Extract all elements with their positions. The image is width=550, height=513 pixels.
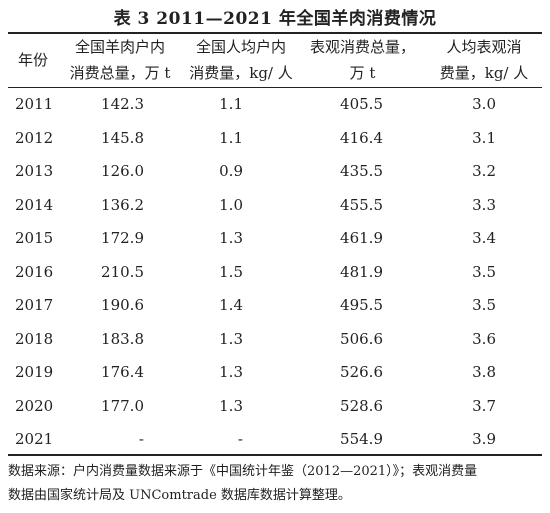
cell-household-total: 136.2	[101, 195, 144, 214]
cell-household-per-capita: -	[237, 430, 243, 448]
cell-apparent-per-capita: 3.7	[472, 396, 496, 415]
header-household-total-line-1: 全国羊肉户内	[74, 38, 165, 56]
table-top-rule	[8, 32, 542, 34]
table-row: 2014 136.2 1.0 455.5 3.3	[8, 189, 542, 223]
cell-apparent-per-capita: 3.1	[472, 128, 496, 147]
cell-apparent-total: 435.5	[340, 162, 383, 180]
header-household-per-capita: 全国人均户内 消费量，kg/ 人	[182, 34, 300, 87]
header-household-per-capita-line-1: 全国人均户内	[195, 38, 286, 56]
cell-year: 2018	[15, 329, 54, 348]
source-note-line-2: 数据由国家统计局及 UNComtrade 数据库数据计算整理。	[8, 488, 351, 503]
header-year-label: 年份	[17, 51, 48, 69]
table-row: 2019 176.4 1.3 526.6 3.8	[8, 356, 542, 390]
cell-household-total: 126.0	[101, 162, 144, 180]
cell-apparent-per-capita: 3.9	[472, 430, 496, 448]
header-household-total-line-2: 消费总量，万 t	[69, 64, 171, 82]
cell-year: 2019	[15, 363, 54, 381]
cell-household-per-capita: 1.1	[219, 95, 243, 113]
header-year: 年份	[8, 34, 58, 87]
table-row: 2021 - - 554.9 3.9	[8, 423, 542, 457]
table-row: 2020 177.0 1.3 528.6 3.7	[8, 390, 542, 424]
cell-year: 2016	[15, 262, 54, 281]
header-apparent-total: 表观消费总量， 万 t	[300, 34, 425, 87]
cell-apparent-per-capita: 3.2	[472, 162, 496, 180]
cell-apparent-total: 495.5	[340, 296, 383, 314]
cell-household-per-capita: 1.3	[219, 329, 243, 348]
cell-apparent-per-capita: 3.6	[472, 329, 496, 348]
table-row: 2011 142.3 1.1 405.5 3.0	[8, 88, 542, 122]
cell-household-total: 177.0	[101, 396, 144, 415]
cell-apparent-total: 554.9	[340, 430, 383, 448]
table-row: 2012 145.8 1.1 416.4 3.1	[8, 122, 542, 156]
cell-household-total: 210.5	[101, 262, 144, 281]
header-household-per-capita-line-2: 消费量，kg/ 人	[189, 64, 293, 82]
cell-year: 2013	[15, 162, 54, 180]
cell-apparent-total: 481.9	[340, 262, 383, 281]
cell-apparent-total: 416.4	[340, 128, 383, 147]
header-household-total: 全国羊肉户内 消费总量，万 t	[58, 34, 182, 87]
cell-household-total: -	[138, 430, 144, 448]
cell-year: 2020	[15, 396, 54, 415]
cell-apparent-total: 526.6	[340, 363, 383, 381]
cell-year: 2015	[15, 229, 54, 247]
header-apparent-per-capita-line-2: 费量，kg/ 人	[439, 64, 529, 82]
cell-apparent-per-capita: 3.4	[472, 229, 496, 247]
cell-household-total: 172.9	[101, 229, 144, 247]
cell-household-per-capita: 1.0	[219, 195, 243, 214]
table-row: 2016 210.5 1.5 481.9 3.5	[8, 256, 542, 290]
header-apparent-per-capita: 人均表观消 费量，kg/ 人	[425, 34, 543, 87]
cell-year: 2011	[15, 95, 54, 113]
table-row: 2015 172.9 1.3 461.9 3.4	[8, 222, 542, 256]
cell-household-total: 176.4	[101, 363, 144, 381]
cell-apparent-total: 528.6	[340, 396, 383, 415]
cell-household-per-capita: 1.1	[219, 128, 243, 147]
cell-household-per-capita: 1.3	[219, 363, 243, 381]
table-row: 2017 190.6 1.4 495.5 3.5	[8, 289, 542, 323]
cell-apparent-per-capita: 3.5	[472, 296, 496, 314]
source-note: 数据来源：户内消费量数据来源于《中国统计年鉴（2012—2021）》；表观消费量…	[8, 460, 544, 508]
cell-household-total: 190.6	[101, 296, 144, 314]
table-bottom-rule	[8, 454, 542, 456]
cell-household-per-capita: 1.4	[219, 296, 243, 314]
cell-household-total: 142.3	[101, 95, 144, 113]
cell-household-per-capita: 1.3	[219, 396, 243, 415]
cell-apparent-per-capita: 3.8	[472, 363, 496, 381]
header-apparent-per-capita-line-1: 人均表观消	[446, 38, 522, 56]
cell-year: 2017	[15, 296, 54, 314]
source-note-line-1: 数据来源：户内消费量数据来源于《中国统计年鉴（2012—2021）》；表观消费量	[8, 464, 478, 479]
header-apparent-total-line-1: 表观消费总量，	[309, 38, 415, 56]
cell-year: 2014	[15, 195, 54, 214]
cell-household-per-capita: 1.5	[219, 262, 243, 281]
cell-apparent-per-capita: 3.0	[472, 95, 496, 113]
cell-household-total: 183.8	[101, 329, 144, 348]
table-caption: 表 3 2011—2021 年全国羊肉消费情况	[113, 9, 437, 29]
table-row: 2013 126.0 0.9 435.5 3.2	[8, 155, 542, 189]
table-row: 2018 183.8 1.3 506.6 3.6	[8, 323, 542, 357]
cell-apparent-total: 455.5	[340, 195, 383, 214]
cell-year: 2021	[15, 430, 54, 448]
cell-household-per-capita: 0.9	[219, 162, 243, 180]
cell-apparent-total: 506.6	[340, 329, 383, 348]
cell-apparent-total: 461.9	[340, 229, 383, 247]
header-apparent-total-line-2: 万 t	[349, 64, 376, 82]
table-body: 2011 142.3 1.1 405.5 3.0 2012 145.8 1.1 …	[8, 88, 542, 457]
cell-household-total: 145.8	[101, 128, 144, 147]
table-header-rule	[8, 87, 542, 88]
cell-apparent-total: 405.5	[340, 95, 383, 113]
cell-year: 2012	[15, 128, 54, 147]
cell-apparent-per-capita: 3.3	[472, 195, 496, 214]
cell-household-per-capita: 1.3	[219, 229, 243, 247]
cell-apparent-per-capita: 3.5	[472, 262, 496, 281]
